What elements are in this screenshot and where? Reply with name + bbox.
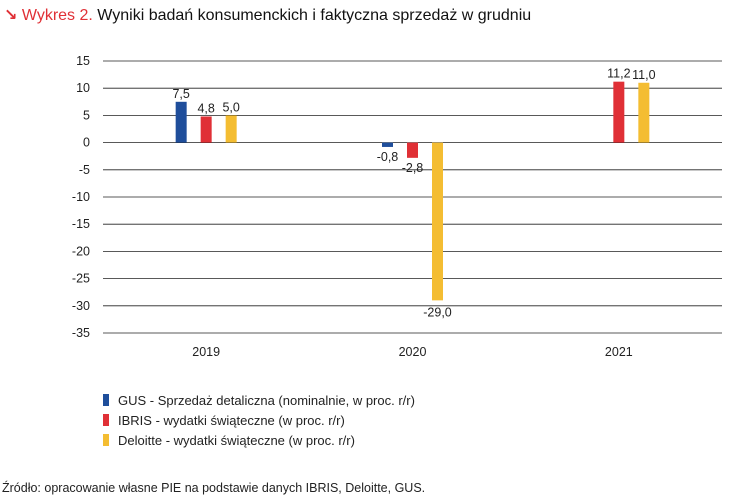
- chart-title-text: Wyniki badań konsumenckich i faktyczna s…: [97, 7, 532, 24]
- legend-label-ibris: IBRIS - wydatki świąteczne (w proc. r/r): [118, 413, 345, 428]
- chart-title: ↘ Wykres 2. Wyniki badań konsumenckich i…: [4, 5, 531, 25]
- legend-label-gus: GUS - Sprzedaż detaliczna (nominalnie, w…: [118, 393, 415, 408]
- arrow-icon: ↘: [4, 7, 18, 24]
- bar: [200, 116, 212, 143]
- data-label: -29,0: [423, 305, 452, 319]
- legend-swatch-gus: [103, 394, 109, 406]
- legend-label-deloitte: Deloitte - wydatki świąteczne (w proc. r…: [118, 433, 355, 448]
- bar: [225, 115, 237, 143]
- bar: [638, 82, 650, 143]
- legend-item-gus: GUS - Sprzedaż detaliczna (nominalnie, w…: [103, 393, 415, 408]
- y-tick-label: 15: [76, 54, 90, 68]
- x-tick-label: 2020: [399, 345, 427, 359]
- data-label: 11,2: [607, 67, 630, 81]
- y-tick-label: 10: [76, 81, 90, 95]
- y-tick-label: -35: [72, 326, 90, 340]
- y-tick-label: -30: [72, 299, 90, 313]
- bar: [382, 142, 393, 147]
- data-label: -2,8: [402, 161, 424, 175]
- x-tick-label: 2021: [605, 345, 633, 359]
- y-tick-label: 0: [83, 136, 90, 150]
- legend-item-deloitte: Deloitte - wydatki świąteczne (w proc. r…: [103, 433, 355, 448]
- bar: [432, 142, 443, 301]
- y-tick-label: -15: [72, 217, 90, 231]
- y-tick-label: -5: [79, 163, 90, 177]
- y-tick-label: -25: [72, 272, 90, 286]
- bar: [175, 101, 187, 143]
- legend-swatch-ibris: [103, 414, 109, 426]
- bar: [613, 81, 625, 143]
- chart-number-label: Wykres 2.: [21, 7, 93, 24]
- legend-item-ibris: IBRIS - wydatki świąteczne (w proc. r/r): [103, 413, 345, 428]
- x-tick-label: 2019: [192, 345, 220, 359]
- data-label: 7,5: [172, 87, 189, 101]
- data-label: 11,0: [632, 68, 655, 82]
- bar-chart: 15 10 5 0 -5 -10 -15 -20 -25 -30 -35 2019 2020 2021 7,…: [72, 54, 722, 359]
- data-label: -0,8: [377, 150, 399, 164]
- data-label: 4,8: [197, 101, 214, 115]
- legend-swatch-deloitte: [103, 434, 109, 446]
- data-label: 5,0: [222, 100, 239, 114]
- y-tick-label: -10: [72, 190, 90, 204]
- y-tick-label: -20: [72, 244, 90, 258]
- source-note: Źródło: opracowanie własne PIE na podsta…: [2, 481, 426, 495]
- y-tick-label: 5: [83, 108, 90, 122]
- bar: [407, 142, 418, 158]
